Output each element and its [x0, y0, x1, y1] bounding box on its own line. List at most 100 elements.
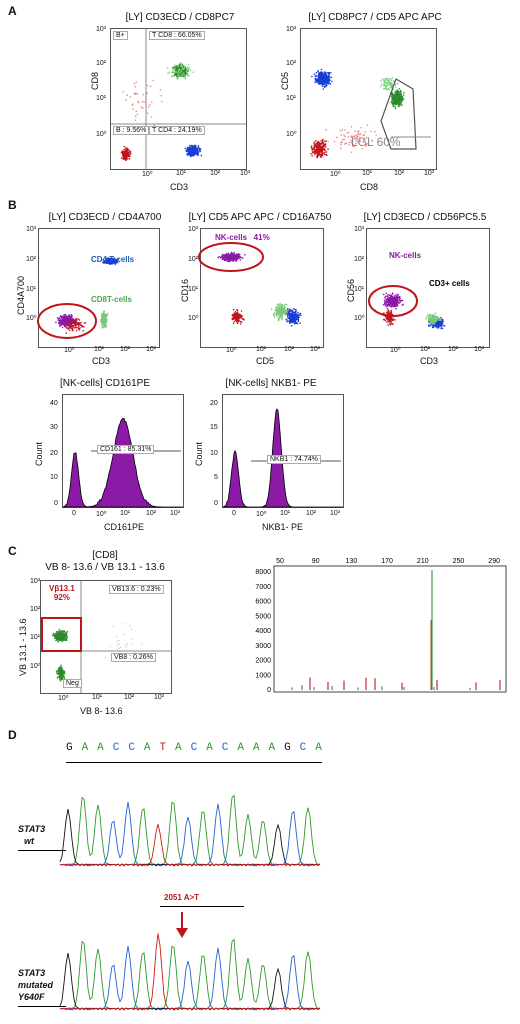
event-dot [168, 71, 171, 74]
event-dot [382, 293, 385, 296]
event-dot [387, 309, 390, 311]
event-dot [68, 321, 71, 324]
ytick: 15 [210, 424, 218, 431]
event-dot [237, 314, 239, 316]
event-dot [324, 146, 327, 148]
event-dot [59, 324, 61, 326]
event-dot [321, 85, 324, 87]
event-dot [395, 307, 397, 310]
event-dot [227, 258, 229, 261]
event-dot [101, 326, 104, 329]
event-dot [397, 97, 400, 99]
event-dot [193, 150, 196, 152]
event-dot [197, 151, 200, 153]
event-dot [105, 322, 107, 324]
event-dot [233, 320, 236, 323]
ytick: 10⁰ [354, 315, 365, 322]
cd8-tcells-label: CD8T-cells [91, 295, 132, 304]
event-dot [174, 73, 176, 76]
event-dot [231, 254, 234, 256]
event-dot [370, 130, 372, 133]
event-dot [135, 81, 137, 83]
event-dot [227, 252, 230, 254]
event-dot [394, 107, 397, 110]
event-dot [70, 323, 72, 325]
xtick: 10² [306, 510, 317, 517]
event-dot [283, 306, 286, 308]
event-dot [392, 301, 394, 304]
plot-b1-scatter [37, 257, 119, 339]
event-dot [131, 104, 134, 106]
hist2-curve [222, 408, 343, 508]
event-dot [166, 67, 169, 69]
event-dot [320, 149, 322, 152]
xtick: 10³ [146, 346, 157, 353]
event-dot [75, 317, 77, 320]
event-dot [294, 320, 297, 323]
event-dot [391, 77, 394, 79]
event-dot [384, 319, 387, 322]
event-dot [320, 78, 322, 81]
event-dot [58, 628, 61, 631]
event-dot [321, 83, 324, 86]
event-dot [387, 81, 389, 83]
event-dot [236, 321, 239, 324]
event-dot [298, 313, 300, 315]
event-dot [275, 314, 278, 317]
event-dot [385, 85, 387, 87]
event-dot [281, 318, 283, 321]
event-dot [63, 322, 66, 325]
event-dot [315, 71, 318, 74]
event-dot [286, 314, 289, 317]
xtick: 10³ [330, 510, 341, 517]
event-dot [234, 258, 236, 261]
event-dot [390, 313, 392, 315]
event-dot [323, 147, 325, 150]
event-dot [52, 632, 55, 635]
event-dot [353, 135, 356, 138]
event-dot [328, 80, 330, 83]
event-dot [389, 318, 392, 320]
event-dot [110, 259, 112, 262]
event-dot [237, 319, 240, 322]
event-dot [281, 303, 283, 306]
event-dot [326, 80, 328, 82]
event-dot [294, 311, 297, 313]
event-dot [321, 148, 324, 150]
event-dot [122, 91, 124, 93]
event-dot [273, 316, 276, 318]
event-dot [382, 303, 385, 306]
event-dot [394, 299, 397, 301]
event-dot [191, 148, 194, 151]
event-dot [395, 294, 397, 296]
ytick: 10⁰ [286, 131, 297, 138]
event-dot [352, 145, 354, 147]
xtick: 10² [120, 346, 131, 353]
event-dot [395, 94, 397, 96]
event-dot [181, 63, 184, 66]
event-dot [178, 64, 181, 66]
event-dot [322, 152, 324, 154]
xtick: 0 [72, 510, 76, 517]
plot-b3-scatter [368, 285, 446, 330]
event-dot [176, 71, 178, 73]
event-dot [287, 311, 290, 314]
event-dot [236, 257, 238, 259]
event-dot [103, 261, 105, 263]
event-dot [175, 65, 178, 67]
event-dot [399, 89, 402, 92]
event-dot [180, 67, 182, 70]
event-dot [319, 77, 321, 79]
event-dot [281, 309, 284, 311]
event-dot [433, 321, 435, 323]
nkb1-gate: NKB1 : 74.74% [267, 455, 321, 464]
event-dot [186, 67, 188, 70]
event-dot [103, 323, 106, 325]
event-dot [75, 329, 78, 332]
plot-b3-frame: NK-cells CD3+ cells [366, 228, 490, 348]
event-dot [146, 112, 149, 114]
event-dot [388, 81, 391, 84]
event-dot [341, 141, 343, 143]
ytick: 10¹ [26, 286, 37, 293]
plot-a1-frame: B+ T CD8 : 66.05% B : 9.56% T CD4 : 24.1… [110, 28, 247, 170]
